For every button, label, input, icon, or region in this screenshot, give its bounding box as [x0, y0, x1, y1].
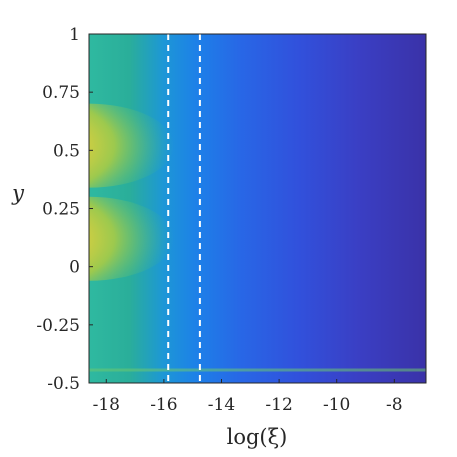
- y-tick-label: -0.5: [47, 374, 80, 394]
- plot-area: [88, 33, 427, 384]
- x-tick-label: -12: [265, 395, 292, 415]
- y-tick-label: -0.25: [36, 316, 80, 336]
- x-tick-label: -16: [150, 395, 177, 415]
- x-axis-ticks: -18 -16 -14 -12 -10 -8: [93, 379, 403, 415]
- x-axis-label: log(ξ): [227, 425, 288, 449]
- y-tick-label: 0.75: [42, 83, 80, 103]
- y-axis-ticks: -0.5 -0.25 0 0.25 0.5 0.75 1: [36, 25, 93, 394]
- y-tick-label: 0.5: [53, 141, 80, 161]
- x-tick-label: -10: [323, 395, 350, 415]
- x-tick-label: -18: [93, 395, 120, 415]
- y-axis-label: y: [11, 181, 25, 205]
- hotspot-0: [89, 103, 174, 188]
- x-tick-label: -14: [208, 395, 235, 415]
- hotspot-1: [89, 196, 174, 281]
- y-tick-label: 0.25: [42, 200, 80, 220]
- y-tick-label: 0: [69, 258, 80, 278]
- y-tick-label: 1: [69, 25, 80, 45]
- x-tick-label: -8: [386, 395, 403, 415]
